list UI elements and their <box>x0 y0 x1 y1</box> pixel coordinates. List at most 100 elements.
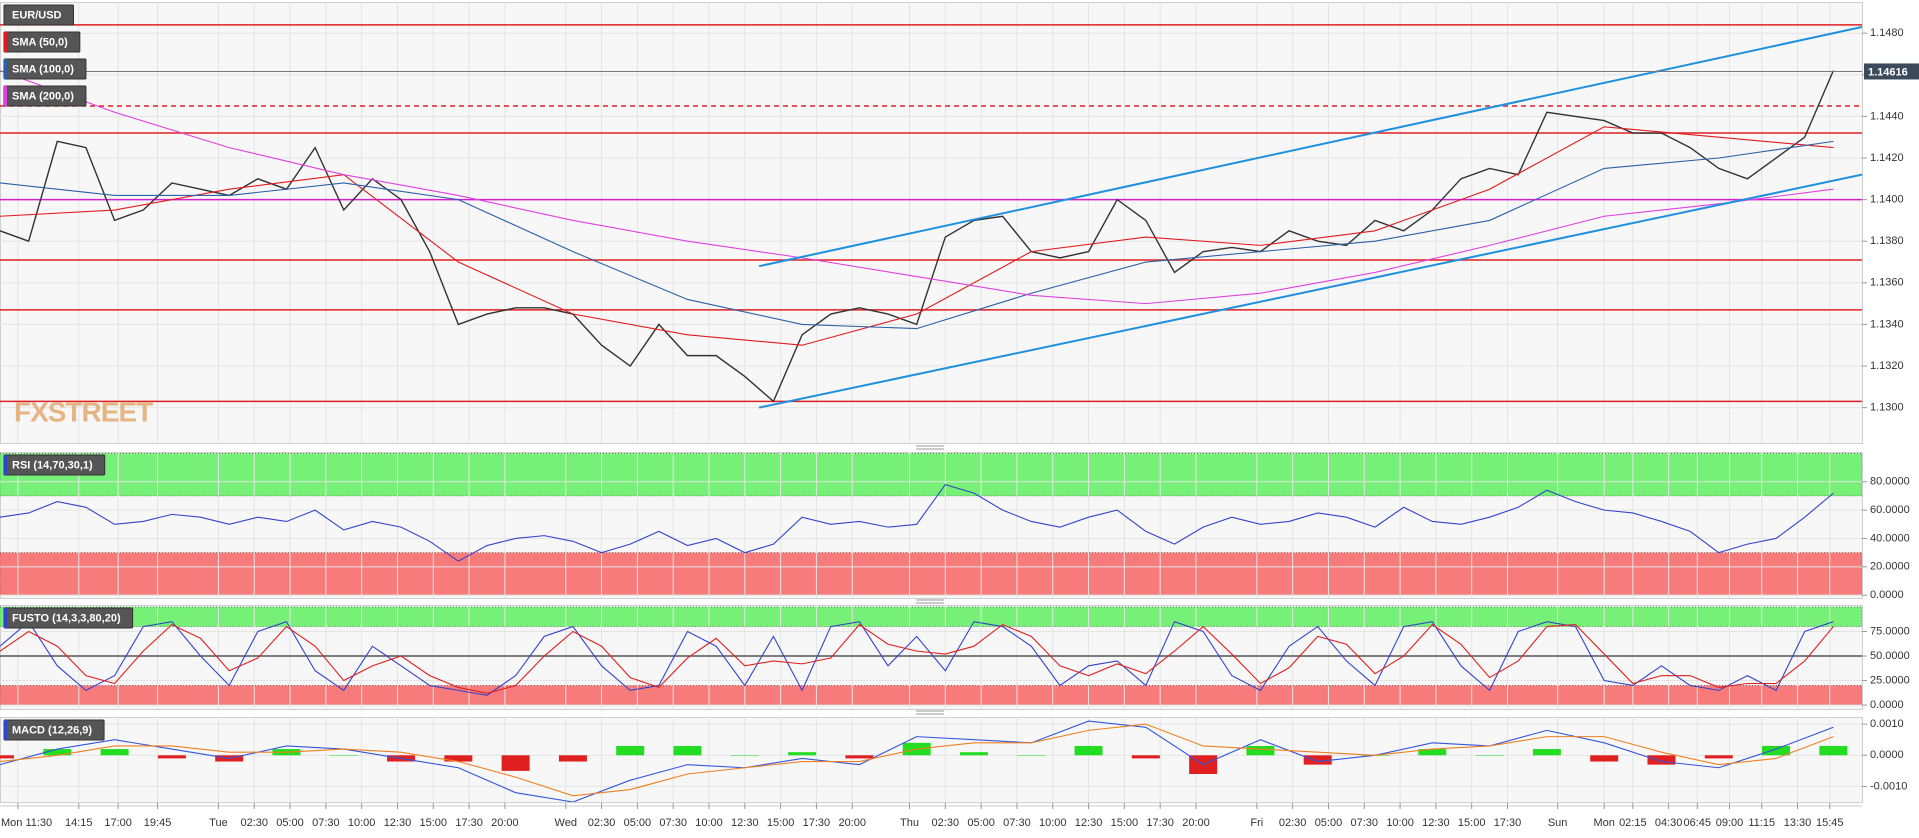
x-tick-label: 06:45 <box>1684 817 1712 829</box>
y-tick-label: 0.0010 <box>1870 718 1904 730</box>
y-tick-label: 20.0000 <box>1870 561 1910 573</box>
histogram-bar <box>558 755 587 762</box>
x-tick-label: 02:30 <box>1279 817 1307 829</box>
histogram-bar <box>100 749 129 756</box>
histogram-bar <box>673 745 702 756</box>
x-tick-label: 05:00 <box>276 817 304 829</box>
band <box>0 606 1862 627</box>
histogram-bar <box>1074 745 1103 756</box>
x-axis: Mon 11:30 14:15 17:00 19:45 Tue 02:30 05:00 07:… <box>0 803 1862 829</box>
y-tick-label: 1.1380 <box>1870 235 1904 247</box>
panel: 1.1300 1.1320 1.1340 1.1360 1.1380 1.1400 1.14… <box>0 2 1919 444</box>
x-tick-label: 20:00 <box>1182 817 1210 829</box>
price-line <box>0 70 1834 403</box>
histogram-bar <box>1246 745 1275 756</box>
histogram-bar <box>1647 755 1676 765</box>
histogram-bar <box>845 755 874 759</box>
legend-entry: SMA (200,0) <box>3 85 87 107</box>
indicator-line <box>0 720 1834 802</box>
x-tick-label: 19:45 <box>144 817 172 829</box>
x-tick-label: 17:30 <box>1494 817 1522 829</box>
panel-title: RSI (14,70,30,1) <box>3 454 106 476</box>
panel-title-stripe <box>4 720 7 740</box>
band <box>0 685 1862 706</box>
x-tick-label: 12:30 <box>1075 817 1103 829</box>
y-tick-label: 1.1420 <box>1870 152 1904 164</box>
x-tick-label: 02:15 <box>1619 817 1647 829</box>
y-tick-label: 25.0000 <box>1870 674 1910 686</box>
histogram-bar <box>616 745 645 756</box>
y-tick-label: 80.0000 <box>1870 476 1910 488</box>
legend-entry-stripe <box>4 59 7 79</box>
panel-title-stripe <box>4 455 7 475</box>
indicator-line <box>0 620 1834 696</box>
last-price-label: 1.14616 <box>1868 66 1908 78</box>
y-tick-label: 50.0000 <box>1870 650 1910 662</box>
x-tick-label: Tue <box>209 817 228 829</box>
panel: 0.0000 25.0000 50.0000 75.0000 FUSTO (14,3,3… <box>0 605 1910 711</box>
plot-area <box>0 605 1862 709</box>
x-tick-label: 20:00 <box>838 817 866 829</box>
x-tick-label: 05:00 <box>624 817 652 829</box>
histogram-bar <box>788 752 817 756</box>
y-tick-label: 1.1480 <box>1870 27 1904 39</box>
panel-grips <box>916 445 944 715</box>
x-tick-label: 07:30 <box>1003 817 1031 829</box>
x-tick-label: Mon <box>1593 817 1614 829</box>
legend-entry-stripe <box>4 32 7 52</box>
histogram-bar <box>329 755 358 756</box>
y-tick-label: 0.0000 <box>1870 699 1904 711</box>
x-tick-label: 14:15 <box>65 817 93 829</box>
band <box>0 453 1862 497</box>
histogram-bar <box>1131 755 1160 759</box>
x-tick-label: 11:15 <box>1748 817 1775 829</box>
y-tick-label: 1.1340 <box>1870 318 1904 330</box>
y-tick-label: 0.0000 <box>1870 749 1904 761</box>
y-tick-label: 1.1360 <box>1870 277 1904 289</box>
legend-entry-box <box>3 4 75 26</box>
x-tick-label: 07:30 <box>312 817 340 829</box>
trend-line <box>758 173 1862 409</box>
plot-area <box>0 2 1862 443</box>
histogram-bar <box>444 755 473 762</box>
x-tick-label: 15:00 <box>420 817 448 829</box>
x-tick-label: Fri <box>1250 817 1263 829</box>
y-tick-label: 0.0000 <box>1870 589 1904 601</box>
x-tick-label: 17:30 <box>455 817 483 829</box>
last-price-tag <box>1864 63 1919 80</box>
histogram-bar <box>959 752 988 756</box>
histogram-bar <box>1819 745 1848 756</box>
x-tick-label: 15:00 <box>1458 817 1486 829</box>
panel-title-text: FUSTO (14,3,3,80,20) <box>12 612 121 624</box>
x-tick-label: 09:00 <box>1716 817 1744 829</box>
panel-title-stripe <box>4 608 7 628</box>
x-tick-label: 10:00 <box>695 817 723 829</box>
x-tick-label: 15:00 <box>767 817 795 829</box>
x-tick-label: Sun <box>1548 817 1568 829</box>
x-tick-label: 13:30 <box>1784 817 1812 829</box>
plot-area <box>0 717 1862 802</box>
y-tick-label: 1.1320 <box>1870 360 1904 372</box>
watermark: FXSTREET <box>14 396 153 427</box>
y-tick-label: 1.1300 <box>1870 402 1904 414</box>
legend-entry-text: EUR/USD <box>12 9 62 21</box>
x-tick-label: 04:30 <box>1655 817 1683 829</box>
x-tick-label: 02:30 <box>240 817 268 829</box>
panel-title-text: RSI (14,70,30,1) <box>12 459 93 471</box>
histogram-bar <box>1303 755 1332 765</box>
histogram-bar <box>730 755 759 756</box>
x-tick-label: 02:30 <box>932 817 960 829</box>
y-tick-label: 1.1440 <box>1870 110 1904 122</box>
histogram-bar <box>0 755 14 759</box>
histogram-bar <box>43 749 72 756</box>
x-tick-label: 17:00 <box>104 817 132 829</box>
x-tick-label: 20:00 <box>491 817 519 829</box>
x-tick-label: 12:30 <box>384 817 412 829</box>
panel-title-text: MACD (12,26,9) <box>12 724 92 736</box>
indicator-line <box>0 140 1834 330</box>
x-tick-label: 12:30 <box>1422 817 1450 829</box>
legend-entry: EUR/USD <box>3 4 75 26</box>
histogram-bar <box>157 755 186 759</box>
panel-title: MACD (12,26,9) <box>3 719 105 741</box>
